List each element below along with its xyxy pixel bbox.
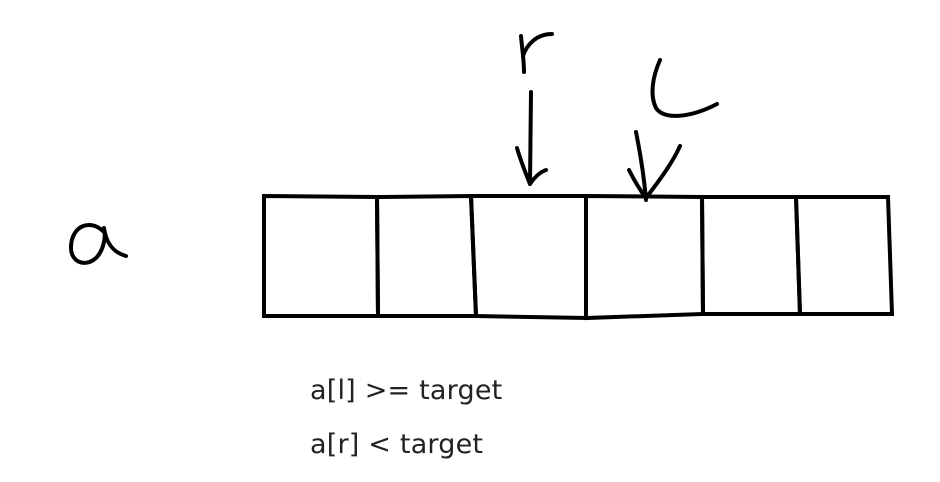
pointer-l-arrow-icon: [627, 130, 682, 202]
condition-left-text: a[l] >= target: [310, 375, 503, 406]
pointer-l-letter: [650, 58, 719, 118]
pointer-r-letter: [519, 32, 554, 74]
condition-right-text: a[r] < target: [310, 429, 484, 460]
array-name-label: [69, 223, 128, 265]
array-cells: [262, 193, 895, 321]
array-cell: [374, 193, 479, 318]
pointer-l: [627, 58, 719, 202]
array-cell: [468, 194, 588, 321]
array-cell: [793, 195, 895, 316]
pointer-r-arrow-icon: [515, 90, 548, 186]
array-cell: [584, 193, 706, 321]
array-cell: [699, 195, 803, 316]
pointer-r: [515, 32, 554, 186]
array-cell: [262, 193, 381, 318]
